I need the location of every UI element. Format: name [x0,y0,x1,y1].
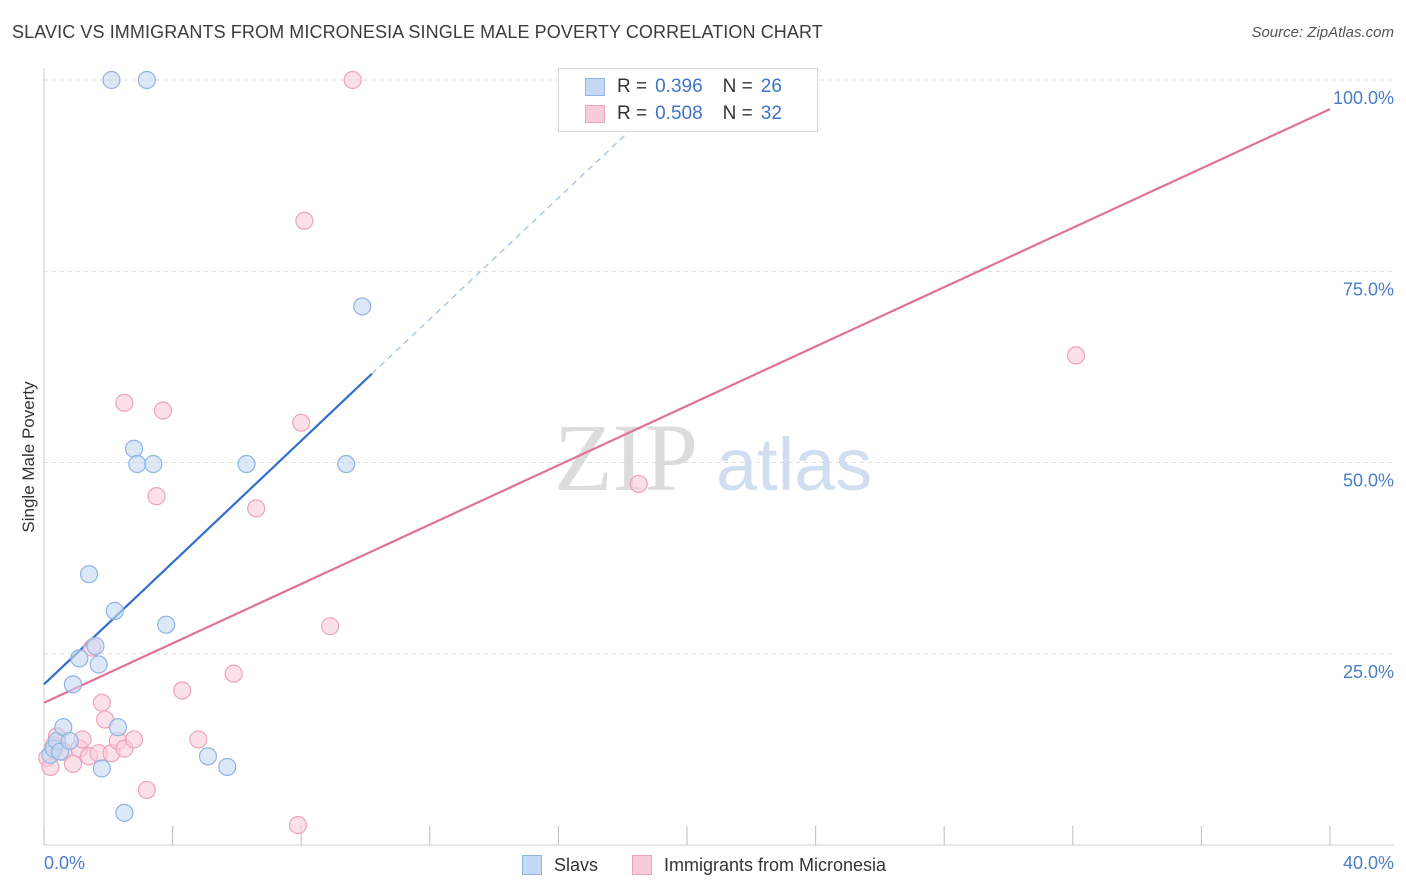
point-micronesia-20 [189,730,208,749]
x-tick-label-max: 40.0% [1343,853,1394,873]
point-slavs-22 [337,454,356,474]
point-slavs-13 [108,718,128,737]
point-micronesia-29 [629,474,648,494]
y-tick-label-3: 100.0% [1333,88,1394,108]
series-legend: Slavs Immigrants from Micronesia [0,852,1406,878]
legend-swatch-slavs [585,78,605,96]
legend-r-label: R = [617,76,648,97]
point-slavs-20 [218,757,237,777]
legend-swatch-micronesia [632,855,652,875]
point-slavs-16 [128,454,147,474]
point-slavs-23 [353,297,372,316]
point-slavs-8 [79,565,99,584]
legend-swatch-micronesia [585,105,605,123]
y-tick-label-0: 25.0% [1343,662,1394,682]
point-slavs-24 [102,70,121,90]
legend-r-value: 0.396 [655,76,703,97]
legend-n-label: N = [722,76,753,97]
trend-line-slavs [43,372,373,686]
x-tick-label-min: 0.0% [44,853,85,873]
point-micronesia-30 [1066,346,1086,365]
point-slavs-9 [86,636,105,656]
legend-label-slavs: Slavs [554,854,599,875]
point-micronesia-4 [63,754,83,774]
grid-lines [44,79,1394,655]
y-tick-label-1: 50.0% [1343,471,1394,491]
legend-row-slavs: R = 0.396 N = 26 [585,74,782,100]
legend-label-micronesia: Immigrants from Micronesia [664,854,887,875]
point-slavs-17 [144,454,163,474]
point-slavs-7 [70,649,89,668]
point-slavs-5 [60,731,79,751]
legend-n-value: 32 [760,103,782,124]
point-micronesia-23 [288,816,308,835]
trend-lines [43,108,1331,704]
point-micronesia-28 [115,393,134,412]
y-axis-label: Single Male Poverty [19,381,38,533]
trend-line-micronesia [43,108,1331,704]
legend-item-slavs[interactable]: Slavs [522,852,598,878]
point-micronesia-15 [124,730,144,749]
point-micronesia-27 [343,70,362,90]
point-micronesia-18 [153,401,173,420]
point-slavs-25 [137,70,156,90]
legend-item-micronesia[interactable]: Immigrants from Micronesia [632,852,886,878]
axes [43,68,1394,846]
point-slavs-21 [237,454,256,474]
point-micronesia-17 [147,487,166,506]
legend-r-value: 0.508 [655,103,703,124]
legend-row-micronesia: R = 0.508 N = 32 [585,101,782,127]
point-micronesia-10 [92,693,111,712]
legend-n-label: N = [722,103,753,124]
point-micronesia-16 [137,780,156,800]
point-slavs-18 [157,615,176,634]
point-micronesia-21 [224,664,243,683]
point-micronesia-19 [173,681,192,700]
trend-line-slavs-extension [371,121,640,375]
point-slavs-15 [124,439,144,458]
point-slavs-10 [89,655,108,674]
point-slavs-14 [115,803,134,822]
watermark-atlas: atlas [716,423,872,506]
chart-title: SLAVIC VS IMMIGRANTS FROM MICRONESIA SIN… [12,22,823,42]
legend-n-value: 26 [760,76,782,97]
point-slavs-6 [63,675,83,694]
point-micronesia-26 [321,617,340,636]
watermark-zip: ZIP [554,404,698,511]
source-label: Source: ZipAtlas.com [1251,24,1394,41]
point-slavs-11 [92,759,111,778]
point-micronesia-25 [295,211,314,230]
point-slavs-19 [198,747,218,766]
legend-r-label: R = [617,103,648,124]
stats-legend: R = 0.396 N = 26 R = 0.508 N = 32 [558,68,818,132]
point-micronesia-24 [292,413,311,432]
point-micronesia-22 [247,499,266,518]
y-tick-label-2: 75.0% [1343,279,1394,299]
series-slavs-points [41,70,372,822]
point-slavs-12 [105,601,124,621]
legend-swatch-slavs [522,855,542,875]
y-tick-labels: 25.0% 50.0% 75.0% 100.0% [1333,88,1394,682]
